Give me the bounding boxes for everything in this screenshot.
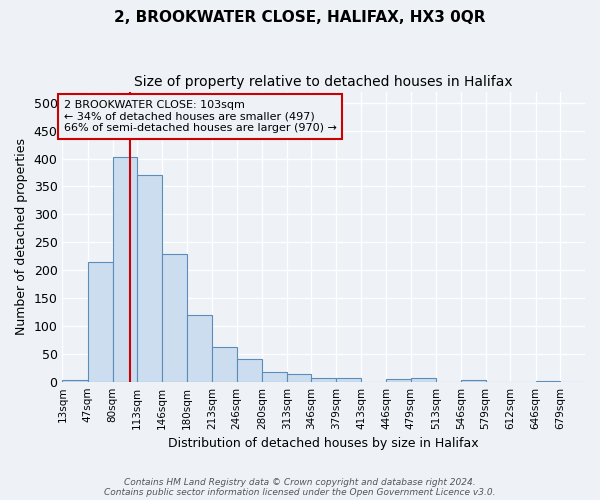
Bar [62,380,88,382]
Bar [386,380,411,382]
Bar [311,378,336,382]
Bar [536,381,560,382]
Bar [236,360,262,382]
Bar [187,314,212,382]
Bar [287,374,311,382]
Bar [336,378,361,382]
Title: Size of property relative to detached houses in Halifax: Size of property relative to detached ho… [134,75,513,89]
Bar [411,378,436,382]
Y-axis label: Number of detached properties: Number of detached properties [15,138,28,335]
Bar [461,380,485,382]
Bar [137,175,162,382]
Text: 2 BROOKWATER CLOSE: 103sqm
← 34% of detached houses are smaller (497)
66% of sem: 2 BROOKWATER CLOSE: 103sqm ← 34% of deta… [64,100,337,133]
Text: Contains HM Land Registry data © Crown copyright and database right 2024.
Contai: Contains HM Land Registry data © Crown c… [104,478,496,497]
Bar [262,372,287,382]
Bar [88,262,113,382]
X-axis label: Distribution of detached houses by size in Halifax: Distribution of detached houses by size … [169,437,479,450]
Bar [212,346,236,382]
Text: 2, BROOKWATER CLOSE, HALIFAX, HX3 0QR: 2, BROOKWATER CLOSE, HALIFAX, HX3 0QR [114,10,486,25]
Bar [113,157,137,382]
Bar [162,254,187,382]
